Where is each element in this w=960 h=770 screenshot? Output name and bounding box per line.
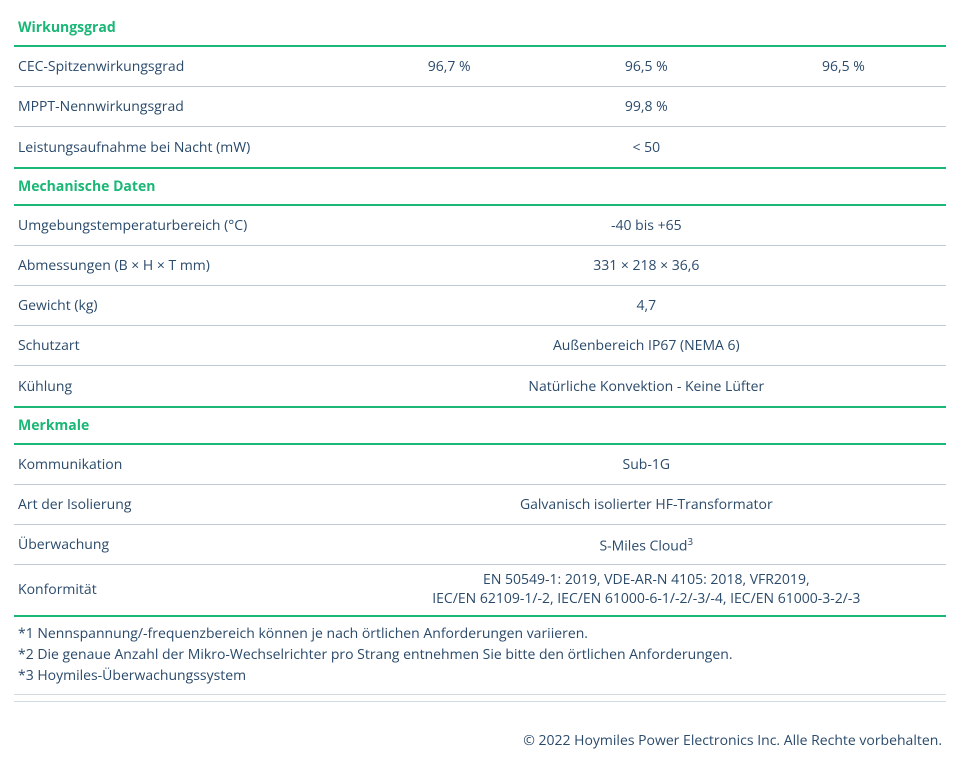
- cell-value: 96,5 %: [745, 57, 942, 76]
- row-values: 331 × 218 × 36,6: [351, 256, 942, 275]
- table-row: Umgebungstemperaturbereich (°C) -40 bis …: [14, 206, 946, 246]
- cell-line: EN 50549-1: 2019, VDE-AR-N 4105: 2018, V…: [351, 571, 942, 590]
- cell-value: Außenbereich IP67 (NEMA 6): [351, 336, 942, 355]
- cell-value: Natürliche Konvektion - Keine Lüfter: [351, 377, 942, 396]
- row-label: Konformität: [18, 580, 351, 599]
- row-values: 4,7: [351, 296, 942, 315]
- table-row: Leistungsaufnahme bei Nacht (mW) < 50: [14, 127, 946, 167]
- table-row: Gewicht (kg) 4,7: [14, 286, 946, 326]
- cell-value: < 50: [351, 138, 942, 157]
- table-row: Überwachung S-Miles Cloud3: [14, 525, 946, 565]
- footnotes: *1 Nennspannung/-frequenzbereich können …: [14, 615, 946, 695]
- table-row: CEC-Spitzenwirkungsgrad 96,7 % 96,5 % 96…: [14, 47, 946, 87]
- row-values: Außenbereich IP67 (NEMA 6): [351, 336, 942, 355]
- row-values: 99,8 %: [351, 97, 942, 116]
- row-values: 96,7 % 96,5 % 96,5 %: [351, 57, 942, 76]
- footnote-ref: 3: [687, 534, 693, 548]
- row-label: Abmessungen (B × H × T mm): [18, 256, 351, 275]
- cell-line: IEC/EN 62109-1/-2, IEC/EN 61000-6-1/-2/-…: [351, 590, 942, 609]
- row-values: Natürliche Konvektion - Keine Lüfter: [351, 377, 942, 396]
- cell-value: 96,7 %: [351, 57, 548, 76]
- copyright-block: © 2022 Hoymiles Power Electronics Inc. A…: [14, 701, 946, 750]
- row-values: < 50: [351, 138, 942, 157]
- section-header-efficiency: Wirkungsgrad: [14, 10, 946, 47]
- row-values: -40 bis +65: [351, 216, 942, 235]
- section-header-features: Merkmale: [14, 406, 946, 445]
- table-row: Kühlung Natürliche Konvektion - Keine Lü…: [14, 366, 946, 406]
- row-label: Art der Isolierung: [18, 495, 351, 514]
- section-header-mechanical: Mechanische Daten: [14, 167, 946, 206]
- row-label: Kommunikation: [18, 455, 351, 474]
- cell-value: EN 50549-1: 2019, VDE-AR-N 4105: 2018, V…: [351, 571, 942, 609]
- row-label: MPPT-Nennwirkungsgrad: [18, 97, 351, 116]
- cell-value: 4,7: [351, 296, 942, 315]
- cell-value: 96,5 %: [548, 57, 745, 76]
- row-values: Galvanisch isolierter HF-Transformator: [351, 495, 942, 514]
- cell-value: 331 × 218 × 36,6: [351, 256, 942, 275]
- cell-value: S-Miles Cloud3: [351, 534, 942, 556]
- cell-value: -40 bis +65: [351, 216, 942, 235]
- table-row: Schutzart Außenbereich IP67 (NEMA 6): [14, 326, 946, 366]
- cell-value: Galvanisch isolierter HF-Transformator: [351, 495, 942, 514]
- cell-value: 99,8 %: [351, 97, 942, 116]
- row-values: Sub-1G: [351, 455, 942, 474]
- table-row: Konformität EN 50549-1: 2019, VDE-AR-N 4…: [14, 565, 946, 615]
- table-row: Kommunikation Sub-1G: [14, 445, 946, 485]
- row-label: Schutzart: [18, 336, 351, 355]
- row-label: Leistungsaufnahme bei Nacht (mW): [18, 138, 351, 157]
- row-label: Überwachung: [18, 535, 351, 554]
- row-label: Umgebungstemperaturbereich (°C): [18, 216, 351, 235]
- footnote: *2 Die genaue Anzahl der Mikro-Wechselri…: [18, 644, 942, 665]
- row-label: Gewicht (kg): [18, 296, 351, 315]
- footnote: *1 Nennspannung/-frequenzbereich können …: [18, 623, 942, 644]
- row-values: S-Miles Cloud3: [351, 534, 942, 556]
- table-row: Abmessungen (B × H × T mm) 331 × 218 × 3…: [14, 246, 946, 286]
- cell-value: Sub-1G: [351, 455, 942, 474]
- copyright-text: © 2022 Hoymiles Power Electronics Inc. A…: [14, 710, 946, 750]
- cell-text: S-Miles Cloud: [599, 536, 687, 555]
- table-row: Art der Isolierung Galvanisch isolierter…: [14, 485, 946, 525]
- row-values: EN 50549-1: 2019, VDE-AR-N 4105: 2018, V…: [351, 571, 942, 609]
- spec-table: Wirkungsgrad CEC-Spitzenwirkungsgrad 96,…: [14, 10, 946, 750]
- row-label: Kühlung: [18, 377, 351, 396]
- table-row: MPPT-Nennwirkungsgrad 99,8 %: [14, 87, 946, 127]
- row-label: CEC-Spitzenwirkungsgrad: [18, 57, 351, 76]
- footnote: *3 Hoymiles-Überwachungssystem: [18, 665, 942, 686]
